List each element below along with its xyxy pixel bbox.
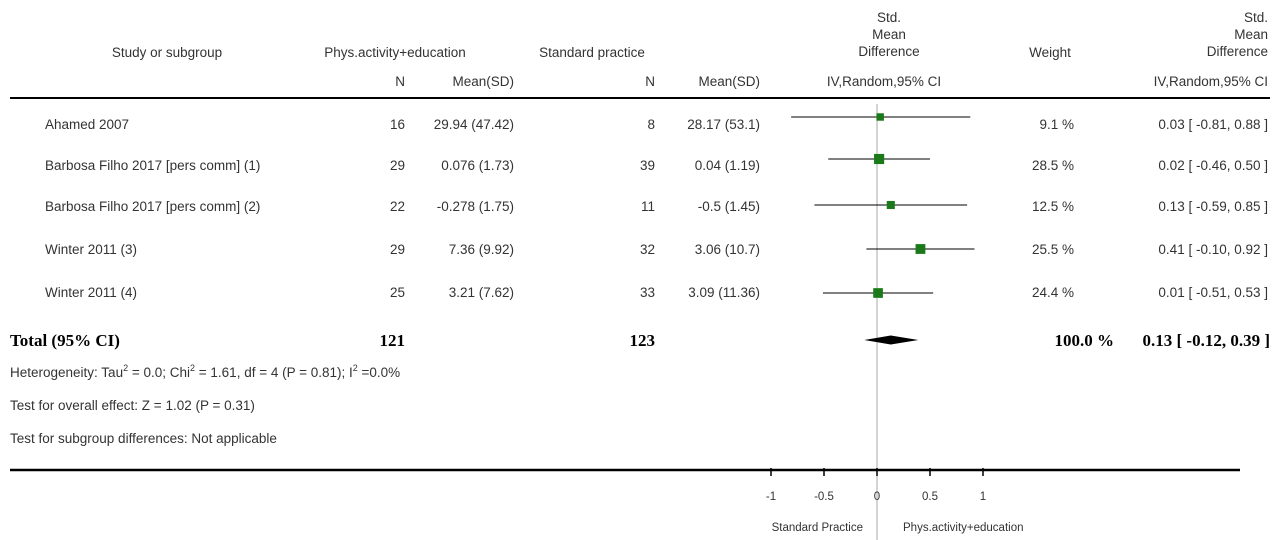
study-n2: 11 xyxy=(641,199,655,214)
study-n1: 16 xyxy=(390,117,405,132)
study-weight: 12.5 % xyxy=(1032,199,1074,214)
study-mean2: 28.17 (53.1) xyxy=(687,117,760,132)
heterogeneity-text: Heterogeneity: Tau2 = 0.0; Chi2 = 1.61, … xyxy=(10,363,400,380)
study-row: Ahamed 2007 16 29.94 (47.42) 8 28.17 (53… xyxy=(45,117,1268,132)
study-mean2: 3.06 (10.7) xyxy=(695,242,760,257)
effect-marker xyxy=(915,244,926,254)
header-ci-line3: Difference xyxy=(1207,44,1268,59)
header-method2: IV,Random,95% CI xyxy=(1154,74,1268,89)
study-n1: 25 xyxy=(390,285,405,300)
effect-marker xyxy=(874,153,885,165)
header-smd-line2: Mean xyxy=(872,27,906,42)
study-ci: 0.41 [ -0.10, 0.92 ] xyxy=(1158,242,1268,257)
pooled-diamond xyxy=(864,335,919,345)
study-name: Ahamed 2007 xyxy=(45,117,129,132)
axis-tick-label: 0 xyxy=(874,491,880,503)
total-weight: 100.0 % xyxy=(1055,331,1115,350)
header-ci-line1: Std. xyxy=(1244,10,1268,25)
study-ci: 0.13 [ -0.59, 0.85 ] xyxy=(1158,199,1268,214)
study-mean1: -0.278 (1.75) xyxy=(437,199,514,214)
x-axis: -1 -0.5 0 0.5 1 xyxy=(766,468,986,503)
total-label: Total (95% CI) xyxy=(10,331,120,350)
study-name: Winter 2011 (3) xyxy=(45,242,137,257)
header-group1: Phys.activity+education xyxy=(324,45,465,60)
study-weight: 9.1 % xyxy=(1039,117,1074,132)
subgroup-difference-test: Test for subgroup differences: Not appli… xyxy=(10,431,277,446)
header-meansd1: Mean(SD) xyxy=(452,74,514,89)
study-n1: 29 xyxy=(390,242,405,257)
header-ci-line2: Mean xyxy=(1234,27,1268,42)
study-mean2: -0.5 (1.45) xyxy=(698,199,760,214)
header-meansd2: Mean(SD) xyxy=(698,74,760,89)
header-study: Study or subgroup xyxy=(112,45,222,60)
axis-tick-label: 0.5 xyxy=(922,491,938,503)
header: Study or subgroup Phys.activity+educatio… xyxy=(112,10,1268,89)
study-name: Winter 2011 (4) xyxy=(45,285,137,300)
study-ci: 0.03 [ -0.81, 0.88 ] xyxy=(1158,117,1268,132)
study-mean1: 0.076 (1.73) xyxy=(441,158,514,173)
header-method1: IV,Random,95% CI xyxy=(827,74,941,89)
header-n2: N xyxy=(645,74,655,89)
study-mean1: 7.36 (9.92) xyxy=(449,242,514,257)
axis-tick-label: -1 xyxy=(766,491,776,503)
study-weight: 24.4 % xyxy=(1032,285,1074,300)
study-n2: 39 xyxy=(640,158,655,173)
axis-left-label: Standard Practice xyxy=(772,522,863,534)
header-smd-line3: Difference xyxy=(858,44,919,59)
study-n2: 32 xyxy=(640,242,655,257)
total-ci: 0.13 [ -0.12, 0.39 ] xyxy=(1143,331,1270,350)
study-n2: 33 xyxy=(640,285,655,300)
study-mean1: 3.21 (7.62) xyxy=(449,285,514,300)
effect-marker xyxy=(876,113,884,121)
header-n1: N xyxy=(395,74,405,89)
effect-marker xyxy=(873,288,883,298)
study-n2: 8 xyxy=(647,117,655,132)
overall-effect-test: Test for overall effect: Z = 1.02 (P = 0… xyxy=(10,398,255,413)
study-row: Barbosa Filho 2017 [pers comm] (2) 22 -0… xyxy=(45,199,1268,214)
study-mean1: 29.94 (47.42) xyxy=(434,117,514,132)
study-row: Barbosa Filho 2017 [pers comm] (1) 29 0.… xyxy=(45,158,1268,173)
axis-tick-label: 1 xyxy=(980,491,986,503)
study-row: Winter 2011 (4) 25 3.21 (7.62) 33 3.09 (… xyxy=(45,285,1268,300)
header-group2: Standard practice xyxy=(539,45,645,60)
study-n1: 22 xyxy=(390,199,405,214)
header-smd-line1: Std. xyxy=(877,10,901,25)
study-ci: 0.01 [ -0.51, 0.53 ] xyxy=(1158,285,1268,300)
total-row: Total (95% CI) 121 123 100.0 % 0.13 [ -0… xyxy=(10,331,1270,350)
study-weight: 25.5 % xyxy=(1032,242,1074,257)
effect-marker xyxy=(886,200,895,210)
study-n1: 29 xyxy=(390,158,405,173)
forest-marks xyxy=(791,113,975,345)
study-weight: 28.5 % xyxy=(1032,158,1074,173)
study-mean2: 0.04 (1.19) xyxy=(695,158,760,173)
total-n2: 123 xyxy=(630,331,656,350)
axis-right-label: Phys.activity+education xyxy=(903,522,1024,534)
header-weight: Weight xyxy=(1029,45,1071,60)
study-ci: 0.02 [ -0.46, 0.50 ] xyxy=(1158,158,1268,173)
study-name: Barbosa Filho 2017 [pers comm] (2) xyxy=(45,199,260,214)
study-mean2: 3.09 (11.36) xyxy=(688,285,760,300)
axis-tick-label: -0.5 xyxy=(814,491,834,503)
total-n1: 121 xyxy=(380,331,406,350)
study-name: Barbosa Filho 2017 [pers comm] (1) xyxy=(45,158,260,173)
study-row: Winter 2011 (3) 29 7.36 (9.92) 32 3.06 (… xyxy=(45,242,1268,257)
